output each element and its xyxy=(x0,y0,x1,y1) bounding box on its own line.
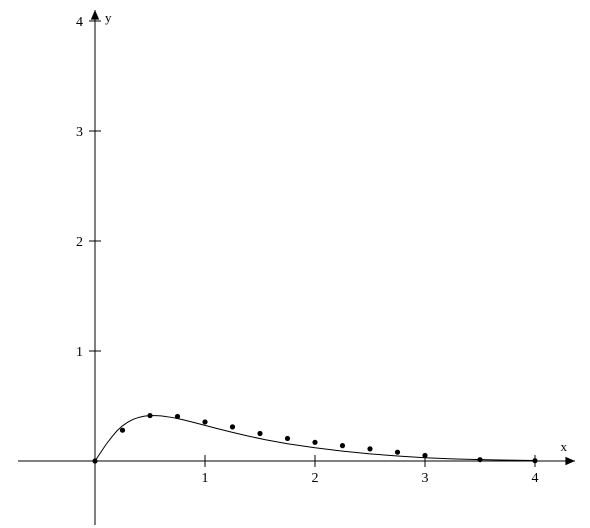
data-point xyxy=(257,431,262,436)
y-tick-label: 3 xyxy=(76,125,83,140)
data-point xyxy=(147,413,152,418)
curve xyxy=(95,416,535,461)
x-axis-label: x xyxy=(561,439,568,454)
x-tick-label: 2 xyxy=(312,471,319,486)
x-tick-label: 1 xyxy=(202,471,209,486)
data-point xyxy=(395,450,400,455)
y-axis-arrow xyxy=(91,10,99,20)
data-point xyxy=(202,419,207,424)
data-point xyxy=(285,436,290,441)
y-tick-label: 1 xyxy=(76,345,83,360)
data-point xyxy=(175,414,180,419)
x-tick-label: 3 xyxy=(422,471,429,486)
data-point xyxy=(120,428,125,433)
data-point xyxy=(340,443,345,448)
y-tick-label: 2 xyxy=(76,235,83,250)
data-point xyxy=(312,440,317,445)
data-point xyxy=(367,446,372,451)
data-point xyxy=(230,424,235,429)
y-axis-label: y xyxy=(105,10,112,25)
chart-svg: 1 2 3 4 1 2 3 4 x y xyxy=(0,0,590,528)
chart-container: 1 2 3 4 1 2 3 4 x y xyxy=(0,0,590,528)
x-tick-label: 4 xyxy=(532,471,539,486)
data-point xyxy=(422,453,427,458)
data-point xyxy=(92,458,97,463)
x-axis-arrow xyxy=(565,457,575,465)
y-tick-label: 4 xyxy=(76,15,83,30)
data-point xyxy=(477,457,482,462)
data-point xyxy=(532,458,537,463)
